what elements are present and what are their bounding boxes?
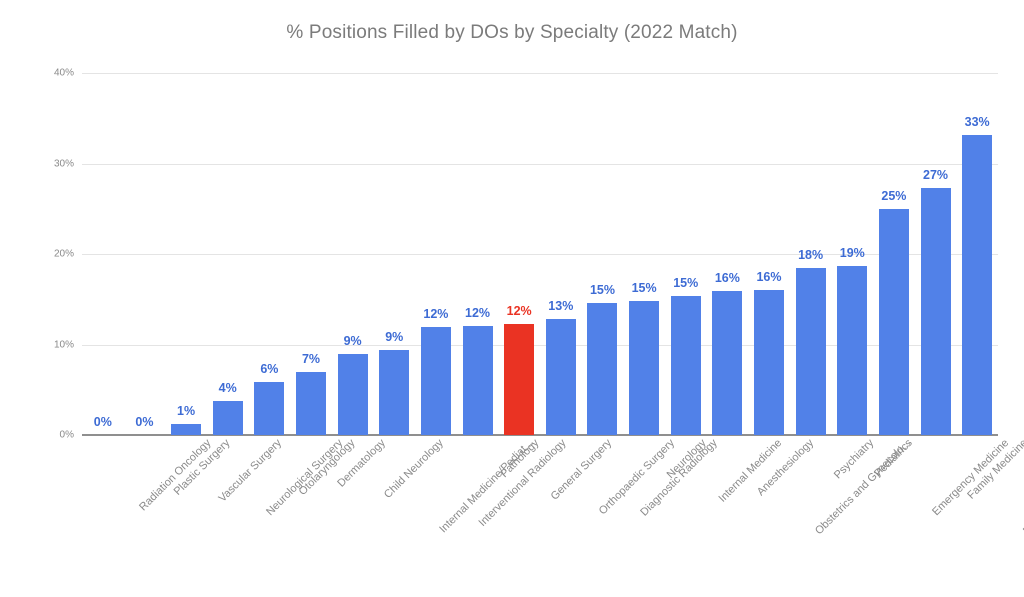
x-axis-category-label: Anesthesiology (755, 437, 817, 499)
bar[interactable] (795, 268, 826, 435)
x-axis-category-label: Emergency Medicine (929, 437, 1012, 519)
bar-value-label: 25% (881, 188, 907, 203)
bar-value-label: 6% (260, 361, 279, 376)
gridline (82, 73, 998, 74)
bar[interactable] (504, 323, 535, 435)
gridline (82, 254, 998, 255)
x-axis-category-label: Diagnostic Radiology (638, 437, 721, 519)
bar-value-label: 12% (506, 303, 532, 318)
y-axis-tick-label: 30% (53, 158, 74, 169)
gridline (82, 163, 998, 165)
y-axis-tick-label: 20% (53, 248, 74, 260)
bar[interactable] (212, 400, 243, 435)
x-axis-category-labels: Radiation Oncology Plastic Surgery Vascula… (82, 437, 1024, 597)
bar[interactable] (920, 187, 951, 435)
bar[interactable] (878, 208, 909, 435)
x-axis-category-label: Pediatrics (872, 437, 916, 480)
plot-area: 0% 0% 1% 4% 6% 7% 9% 9% 12% 12% 12% 13% 15% 15% 15% 16%… (82, 73, 998, 436)
bar-value-label: 16% (714, 271, 740, 286)
bar[interactable] (837, 265, 868, 435)
bar-value-label: 13% (548, 299, 574, 314)
bar-value-label: 19% (839, 245, 865, 260)
bar-value-label: 18% (798, 248, 824, 263)
bar-value-label: 0% (135, 415, 154, 429)
bar-value-label: 12% (465, 306, 491, 321)
bar[interactable] (379, 349, 410, 435)
bar[interactable] (545, 319, 576, 435)
bar-value-label: 27% (923, 167, 949, 182)
gridline (82, 344, 998, 346)
bar-value-label: 9% (343, 333, 362, 348)
bar-value-label: 15% (631, 281, 657, 296)
bar[interactable] (296, 371, 326, 435)
bar[interactable] (754, 290, 784, 435)
bar-value-label: 16% (756, 270, 782, 285)
axis-baseline (82, 434, 998, 436)
bar-value-label: 33% (964, 114, 990, 129)
bar[interactable] (254, 381, 285, 435)
bar[interactable] (712, 291, 743, 435)
chart-title: % Positions Filled by DOs by Specialty (… (286, 22, 738, 43)
bar-value-label: 12% (423, 307, 449, 322)
bar-value-label: 15% (589, 282, 615, 297)
bar[interactable] (629, 301, 660, 435)
bar[interactable] (420, 327, 451, 435)
x-axis-category-label: Child Neurology (381, 437, 446, 501)
bar-value-label: 15% (673, 275, 699, 290)
bar-value-label: 9% (385, 329, 404, 344)
y-axis-tick-label: 40% (53, 67, 74, 79)
bar[interactable] (171, 424, 202, 435)
bar[interactable] (670, 295, 701, 435)
y-axis-tick-label: 0% (59, 429, 74, 441)
bar-value-label: 4% (218, 380, 237, 395)
y-axis-tick-label: 10% (53, 339, 74, 350)
bar-value-label: 0% (93, 415, 112, 429)
bar[interactable] (587, 302, 618, 435)
bar[interactable] (462, 326, 493, 435)
bar-value-label: 7% (301, 351, 321, 366)
bar[interactable] (337, 353, 368, 435)
bar[interactable] (962, 134, 993, 435)
bar-value-label: 1% (177, 404, 196, 419)
